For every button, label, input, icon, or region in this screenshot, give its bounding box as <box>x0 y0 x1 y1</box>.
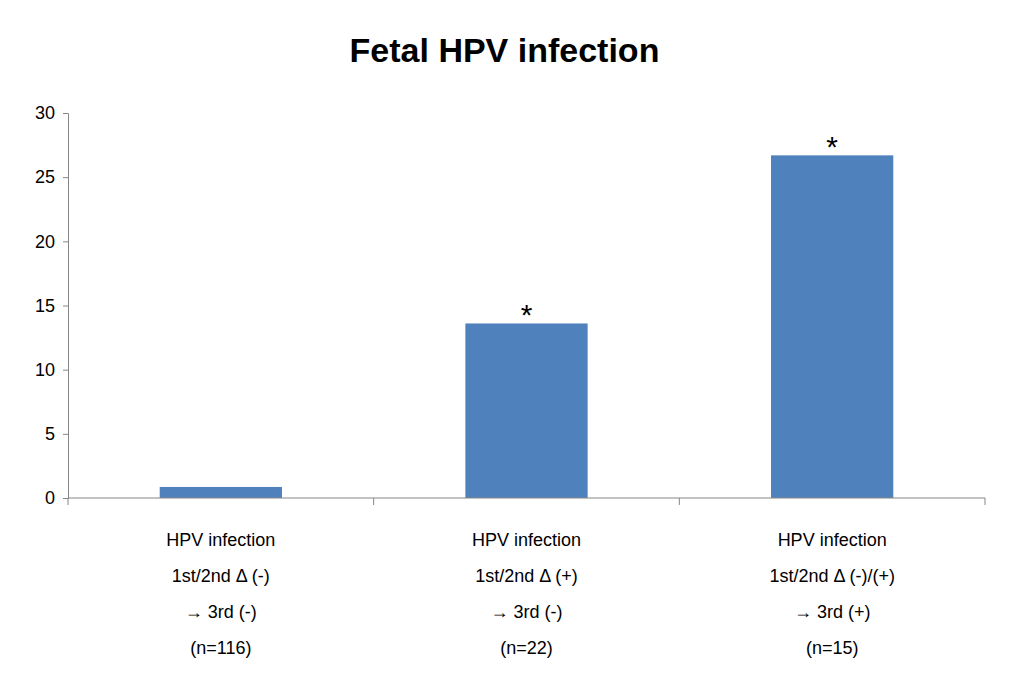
y-axis: 0 5 10 15 20 25 30 <box>35 103 69 508</box>
y-tick: 30 <box>35 103 68 123</box>
y-tick-mark <box>63 434 68 435</box>
bar <box>465 323 587 498</box>
y-tick-mark <box>63 241 68 242</box>
x-tick-label: HPV infection1st/2nd Δ (-)/(+)→ 3rd (+)(… <box>769 530 895 658</box>
title: Fetal HPV infection <box>350 31 660 69</box>
bars <box>160 155 894 498</box>
x-tick-mark <box>373 498 374 505</box>
y-tick-label: 5 <box>45 424 55 444</box>
annotation: * <box>521 298 533 331</box>
bar <box>160 487 282 498</box>
y-tick-mark <box>63 113 68 114</box>
y-tick: 15 <box>35 296 68 316</box>
x-tick-mark <box>68 498 69 505</box>
y-tick: 0 <box>45 488 68 508</box>
y-tick: 20 <box>35 232 68 252</box>
y-tick: 5 <box>45 424 68 444</box>
chart: Fetal HPV infection 0 5 10 15 20 25 30 HPV infec… <box>0 0 1009 688</box>
y-tick-label: 20 <box>35 232 55 252</box>
x-axis-line <box>68 498 985 499</box>
y-tick: 10 <box>35 360 68 380</box>
y-tick-label: 0 <box>45 488 55 508</box>
y-tick-label: 25 <box>35 167 55 187</box>
y-tick-label: 15 <box>35 296 55 316</box>
annotations: ** <box>521 130 839 331</box>
y-tick-mark <box>63 306 68 307</box>
x-tick-mark <box>679 498 680 505</box>
y-tick-mark <box>63 177 68 178</box>
annotation: * <box>826 130 838 163</box>
y-tick-mark <box>63 370 68 371</box>
x-tick-label: HPV infection1st/2nd Δ (-)→ 3rd (-)(n=11… <box>166 530 275 658</box>
x-tick-mark <box>985 498 986 505</box>
y-tick-mark <box>63 498 68 499</box>
y-tick: 25 <box>35 167 68 187</box>
y-tick-label: 30 <box>35 103 55 123</box>
y-axis-line <box>63 114 69 499</box>
bar <box>771 155 893 498</box>
x-tick-label: HPV infection1st/2nd Δ (+)→ 3rd (-)(n=22… <box>472 530 581 658</box>
y-tick-label: 10 <box>35 360 55 380</box>
x-axis: HPV infection1st/2nd Δ (-)→ 3rd (-)(n=11… <box>68 498 985 658</box>
